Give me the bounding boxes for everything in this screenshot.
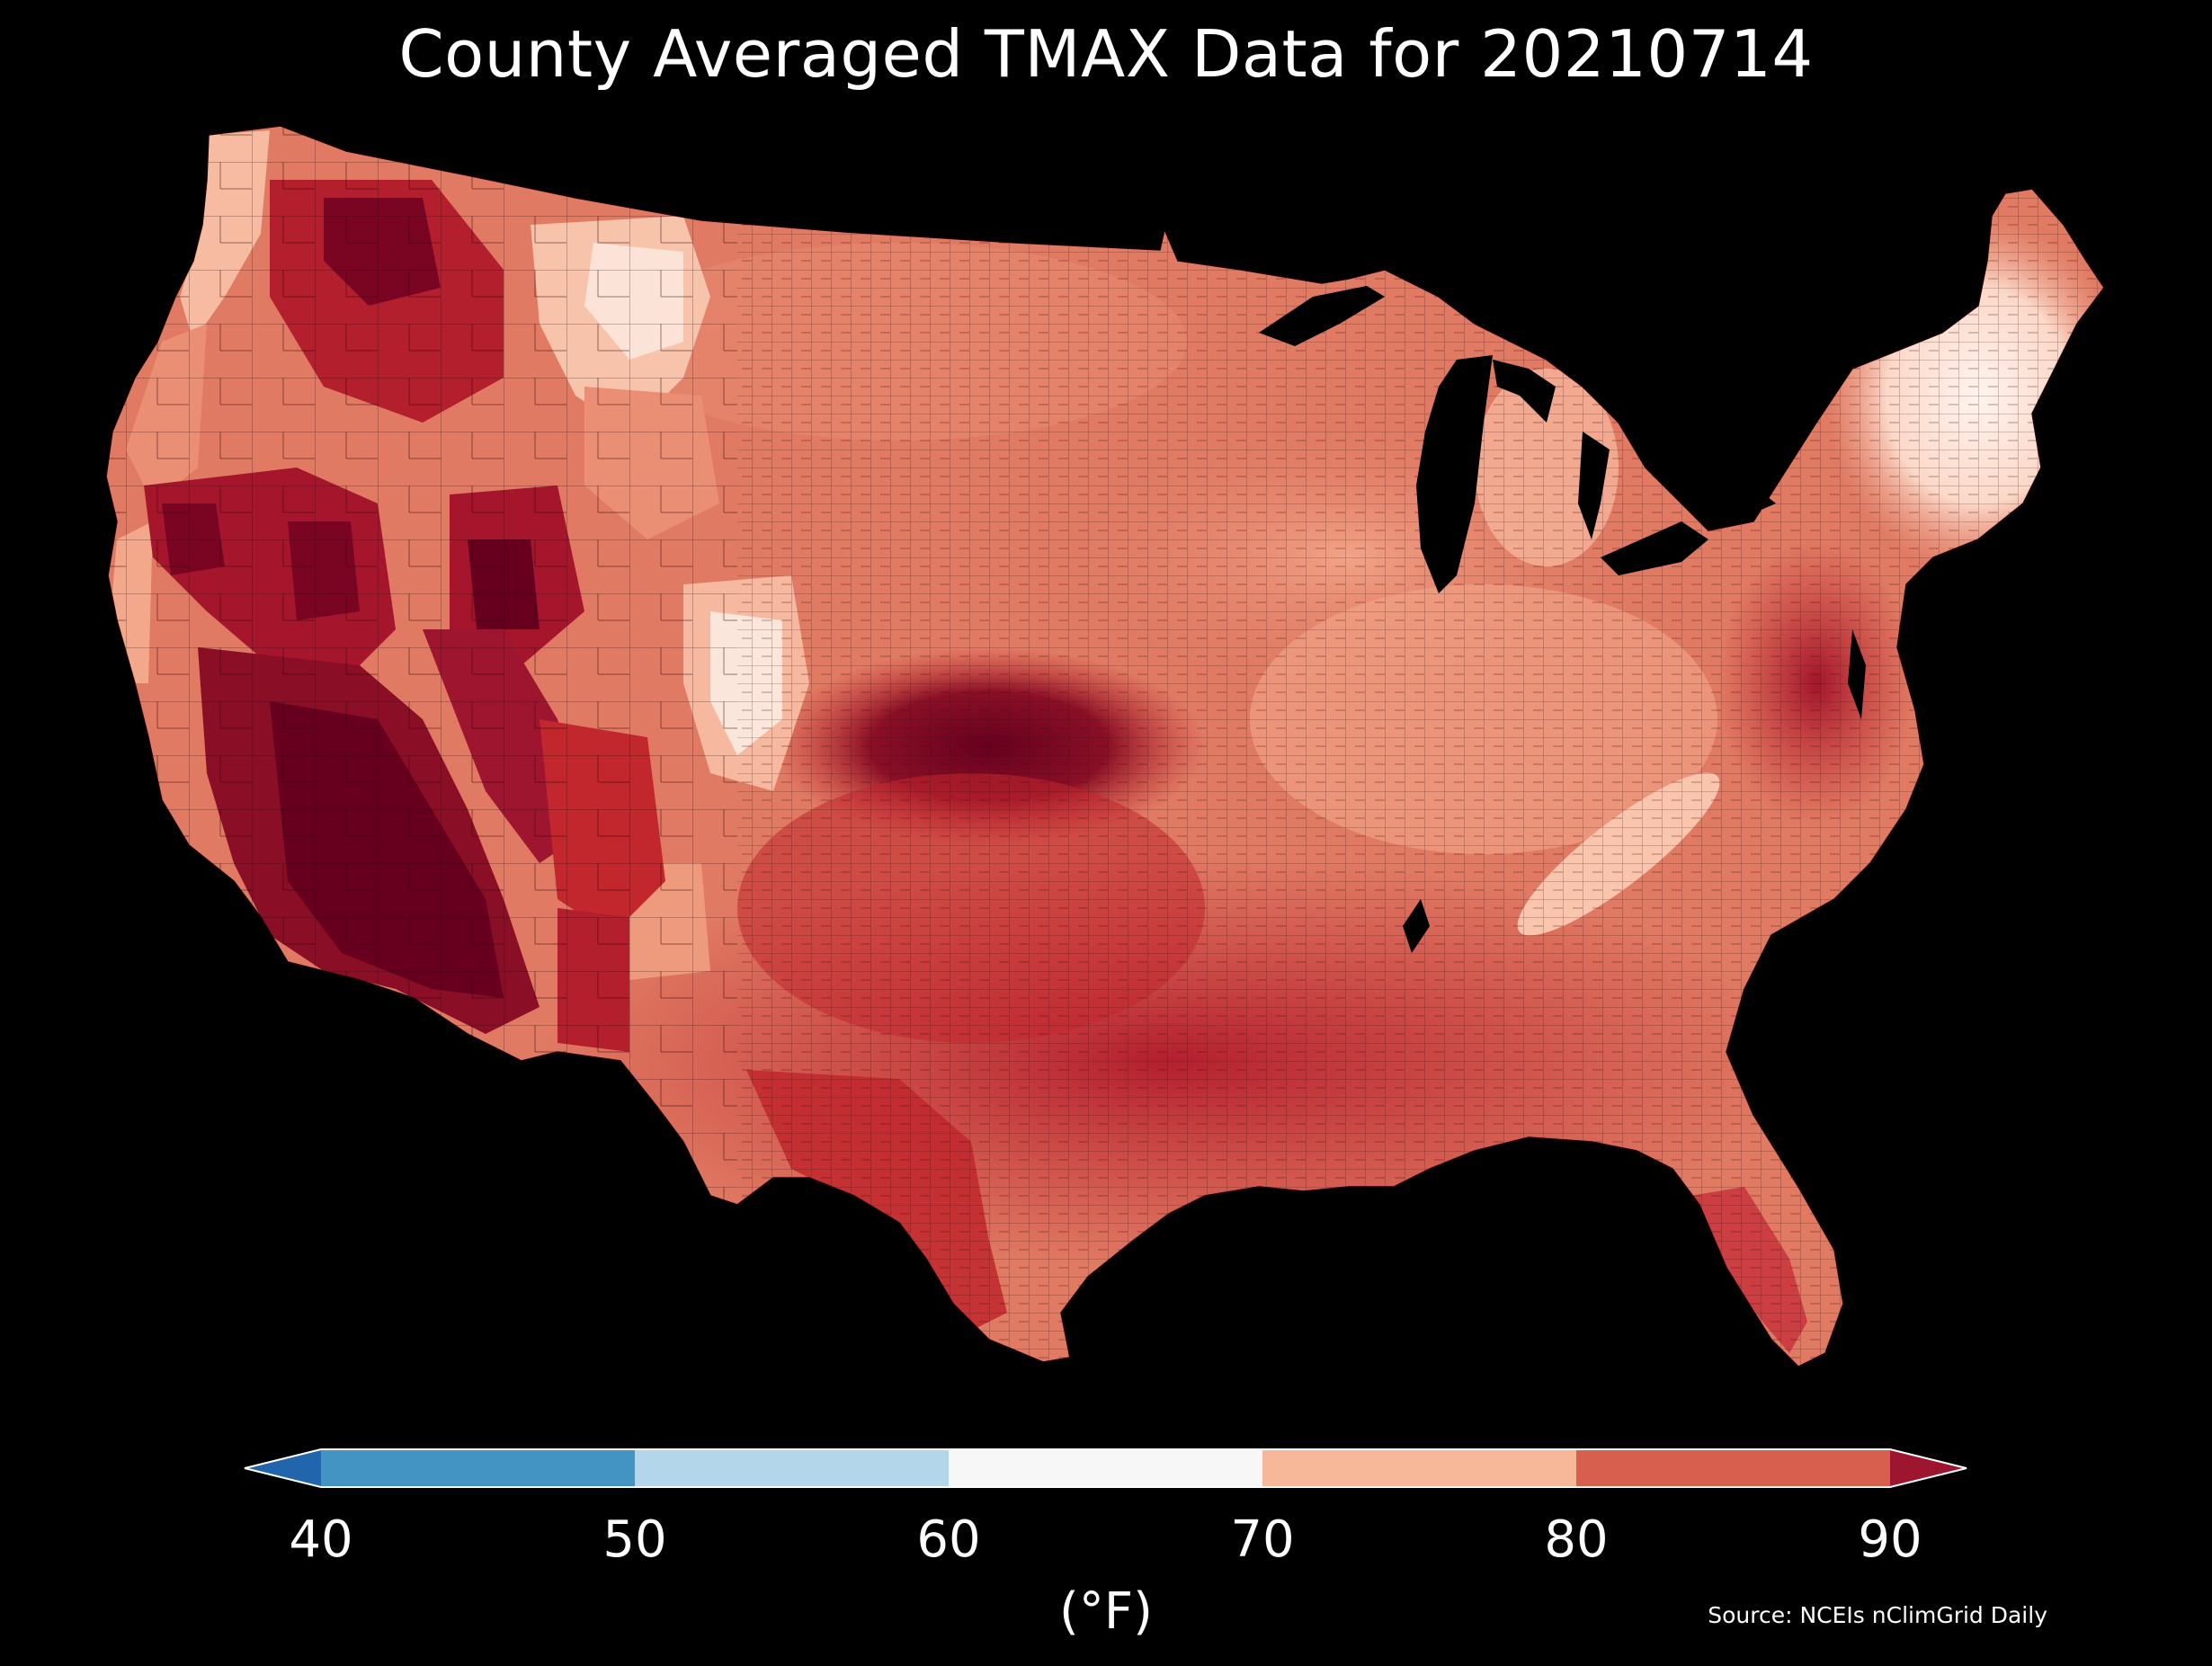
us-outline — [105, 125, 2105, 1368]
great-lakes — [1259, 286, 1866, 953]
source-credit: Source: NCEIs nClimGrid Daily — [1708, 1602, 2047, 1628]
map-title: County Averaged TMAX Data for 20210714 — [398, 16, 1814, 92]
